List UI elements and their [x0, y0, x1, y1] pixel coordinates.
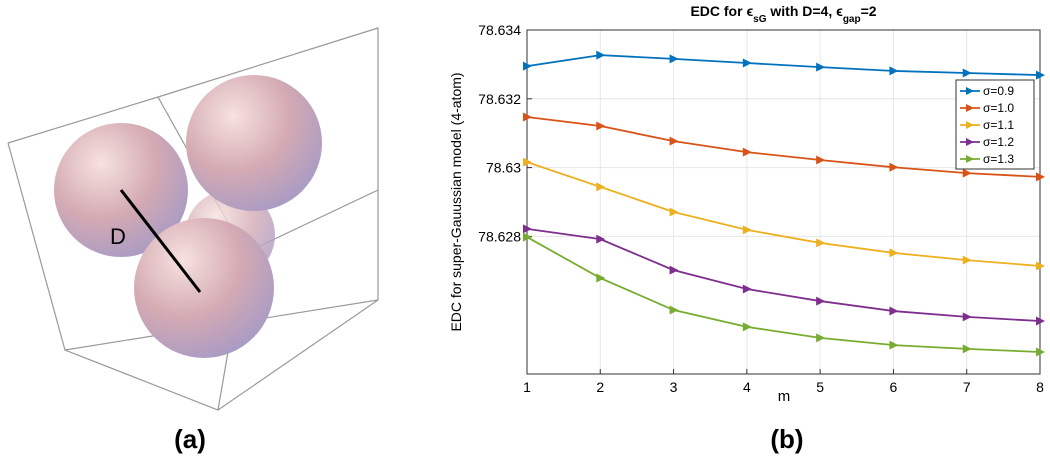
chart-title: EDC for ϵsG with D=4, ϵgap=2	[690, 3, 876, 25]
x-tick-label: 7	[963, 379, 971, 395]
x-tick-label: 1	[523, 379, 531, 395]
marker	[889, 66, 899, 76]
title-part: sG	[753, 14, 767, 25]
legend-label: σ=1.3	[983, 152, 1014, 166]
y-tick-label: 78.632	[478, 91, 521, 107]
marker	[742, 284, 752, 294]
title-part: =2	[861, 3, 877, 19]
marker	[596, 121, 606, 131]
series-line	[526, 227, 1041, 322]
legend-label: σ=1.2	[983, 135, 1014, 149]
marker	[889, 248, 899, 258]
marker	[816, 296, 826, 306]
marker	[669, 265, 679, 275]
x-axis-label: m	[778, 388, 791, 405]
cube-edge	[217, 299, 379, 411]
legend-marker	[966, 104, 974, 112]
series-line	[526, 161, 1041, 267]
legend-marker	[966, 138, 974, 146]
marker	[596, 273, 606, 283]
marker	[596, 234, 606, 244]
marker	[889, 340, 899, 350]
y-tick-label: 78.634	[478, 22, 521, 38]
marker	[962, 168, 972, 178]
marker	[962, 255, 972, 265]
marker	[962, 312, 972, 322]
sphere	[134, 218, 274, 358]
series-line	[526, 236, 1041, 353]
legend-marker	[966, 121, 974, 129]
marker	[742, 58, 752, 68]
marker	[669, 305, 679, 315]
x-tick-label: 8	[1036, 379, 1044, 395]
series-line	[526, 54, 1041, 76]
marker	[596, 182, 606, 192]
title-part: with D=4, ϵ	[766, 3, 843, 19]
y-axis-label: EDC for super-Gauussian model (4-atom)	[448, 72, 464, 331]
plot-frame	[526, 29, 1041, 375]
marker	[1036, 70, 1045, 80]
legend-label: σ=1.0	[983, 101, 1014, 115]
marker	[1036, 261, 1045, 271]
marker	[523, 61, 532, 71]
title-part: EDC for ϵ	[690, 3, 753, 19]
cube-edge	[7, 27, 379, 411]
marker	[669, 54, 679, 64]
marker	[669, 136, 679, 146]
y-tick-label: 78.628	[478, 228, 521, 244]
marker	[669, 207, 679, 217]
marker	[816, 155, 826, 165]
marker	[889, 306, 899, 316]
marker	[523, 224, 532, 234]
distance-line	[119, 189, 202, 293]
marker	[742, 147, 752, 157]
marker	[1036, 347, 1045, 357]
marker	[816, 333, 826, 343]
marker	[962, 344, 972, 354]
x-tick-label: 3	[670, 379, 678, 395]
legend-marker	[966, 155, 974, 163]
x-tick-label: 4	[743, 379, 751, 395]
marker	[523, 157, 532, 167]
marker	[523, 112, 532, 122]
panel-caption: (b)	[770, 424, 803, 454]
sphere	[186, 75, 322, 211]
marker	[1036, 316, 1045, 326]
marker	[1036, 172, 1045, 182]
marker	[816, 62, 826, 72]
x-tick-label: 5	[816, 379, 824, 395]
x-tick-label: 6	[890, 379, 898, 395]
legend-label: σ=0.9	[983, 84, 1014, 98]
marker	[523, 232, 532, 242]
spheres	[54, 75, 322, 358]
y-tick-label: 78.63	[486, 160, 521, 176]
marker	[742, 225, 752, 235]
series-line	[526, 116, 1041, 178]
legend-label: σ=1.1	[983, 118, 1014, 132]
title-part: gap	[843, 14, 861, 25]
marker	[889, 162, 899, 172]
marker	[596, 50, 606, 60]
marker	[962, 68, 972, 78]
marker	[742, 322, 752, 332]
marker	[816, 238, 826, 248]
distance-label: D	[110, 224, 126, 249]
x-tick-label: 2	[596, 379, 604, 395]
legend-marker	[966, 87, 974, 95]
panel-caption: (a)	[174, 424, 206, 454]
